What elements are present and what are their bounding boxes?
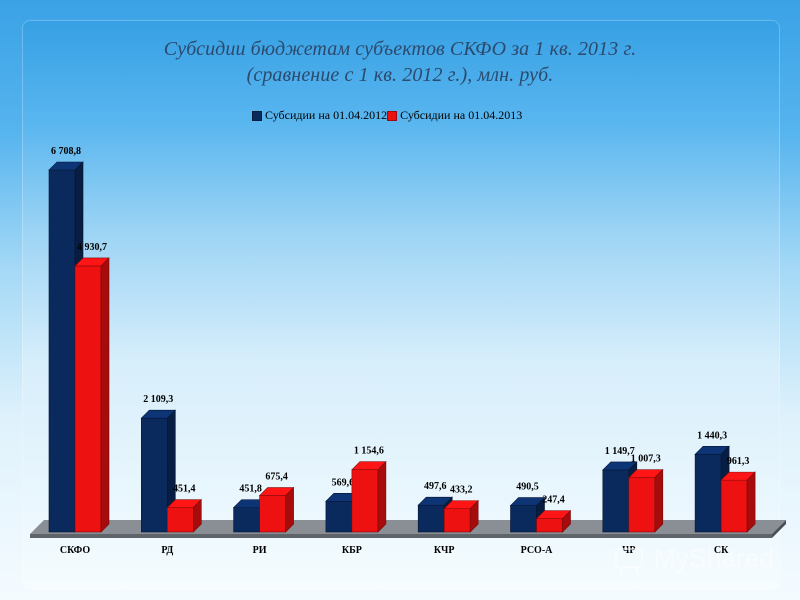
bar-side-face [469, 499, 479, 533]
chart-floor-top [30, 520, 786, 534]
x-tick-label: КБР [342, 545, 362, 556]
legend-item-2013: Субсидии на 01.04.2013 [387, 108, 522, 123]
x-tick-label: РСО-А [521, 545, 554, 556]
chart-title-line1: Субсидии бюджетам субъектов СКФО за 1 кв… [163, 38, 637, 60]
bar-front-face [74, 265, 102, 533]
chart-legend: Субсидии на 01.04.2012 Субсидии на 01.04… [252, 108, 522, 123]
bar-front-face [510, 505, 537, 533]
data-label: 569,6 [332, 477, 355, 488]
x-tick-label: СК [714, 545, 729, 556]
x-tick-label: РИ [253, 545, 267, 556]
data-label: 2 109,3 [143, 394, 173, 405]
bar-2013-4 [351, 460, 387, 533]
watermark-text: MyShared [654, 542, 775, 573]
bar-side-face [654, 468, 664, 533]
x-tick-label: СКФО [60, 545, 90, 556]
data-label: 675,4 [265, 472, 288, 483]
data-label: 6 708,8 [51, 146, 81, 157]
bar-front-face [417, 504, 445, 533]
data-label: 4 930,7 [77, 242, 107, 253]
bar-front-face [602, 469, 630, 533]
bar-2013-6 [535, 509, 572, 533]
bar-side-face [100, 257, 110, 533]
data-label: 961,3 [727, 456, 750, 467]
data-label: 1 149,7 [605, 446, 635, 457]
watermark-logo-icon [615, 544, 643, 575]
bar-front-face [351, 469, 379, 533]
data-label: 1 440,3 [697, 430, 727, 441]
legend-item-2012: Субсидии на 01.04.2012 [252, 108, 387, 123]
x-tick-label: ЧР [622, 545, 635, 556]
legend-label-2012: Субсидии на 01.04.2012 [265, 108, 388, 122]
data-label: 497,6 [424, 481, 447, 492]
data-label: 1 007,3 [631, 454, 661, 465]
watermark: MyShared [612, 540, 782, 576]
bar-side-face [193, 498, 202, 533]
bar-front-face [443, 508, 471, 533]
bar-side-face [562, 509, 571, 533]
bar-2013-2 [166, 498, 203, 533]
bar-2013-8 [720, 471, 756, 533]
bar-2013-3 [258, 486, 295, 533]
bar-2013-1 [74, 257, 110, 533]
bar-2013-7 [628, 468, 664, 533]
chart-title-line2: (сравнение с 1 кв. 2012 г.), млн. руб. [246, 64, 554, 86]
chart-title: Субсидии бюджетам субъектов СКФО за 1 кв… [0, 36, 800, 88]
legend-label-2013: Субсидии на 01.04.2013 [400, 108, 523, 122]
bar-front-face [141, 417, 168, 533]
legend-swatch-2013 [387, 110, 398, 121]
bar-front-face [325, 500, 353, 533]
bar-side-face [746, 471, 756, 533]
data-label: 247,4 [542, 495, 565, 506]
bar-side-face [377, 460, 387, 533]
bar-front-face [259, 495, 286, 533]
bar-front-face [167, 507, 194, 533]
data-label: 433,2 [450, 485, 473, 496]
bar-front-face [720, 479, 748, 533]
legend-swatch-2012 [252, 110, 262, 121]
data-label: 451,4 [173, 484, 196, 495]
chart-floor-front [30, 534, 772, 538]
bar-side-face [285, 486, 294, 533]
bar-2013-5 [443, 499, 479, 533]
bar-front-face [233, 507, 260, 533]
data-label: 490,5 [516, 482, 539, 493]
bar-front-face [628, 477, 656, 533]
data-label: 1 154,6 [354, 446, 384, 457]
bar-front-face [694, 453, 722, 533]
x-tick-label: РД [161, 545, 173, 556]
data-label: 451,8 [239, 484, 262, 495]
bar-front-face [536, 518, 563, 533]
chart-floor-side [772, 520, 786, 538]
bar-front-face [48, 169, 76, 533]
x-tick-label: КЧР [434, 545, 455, 556]
